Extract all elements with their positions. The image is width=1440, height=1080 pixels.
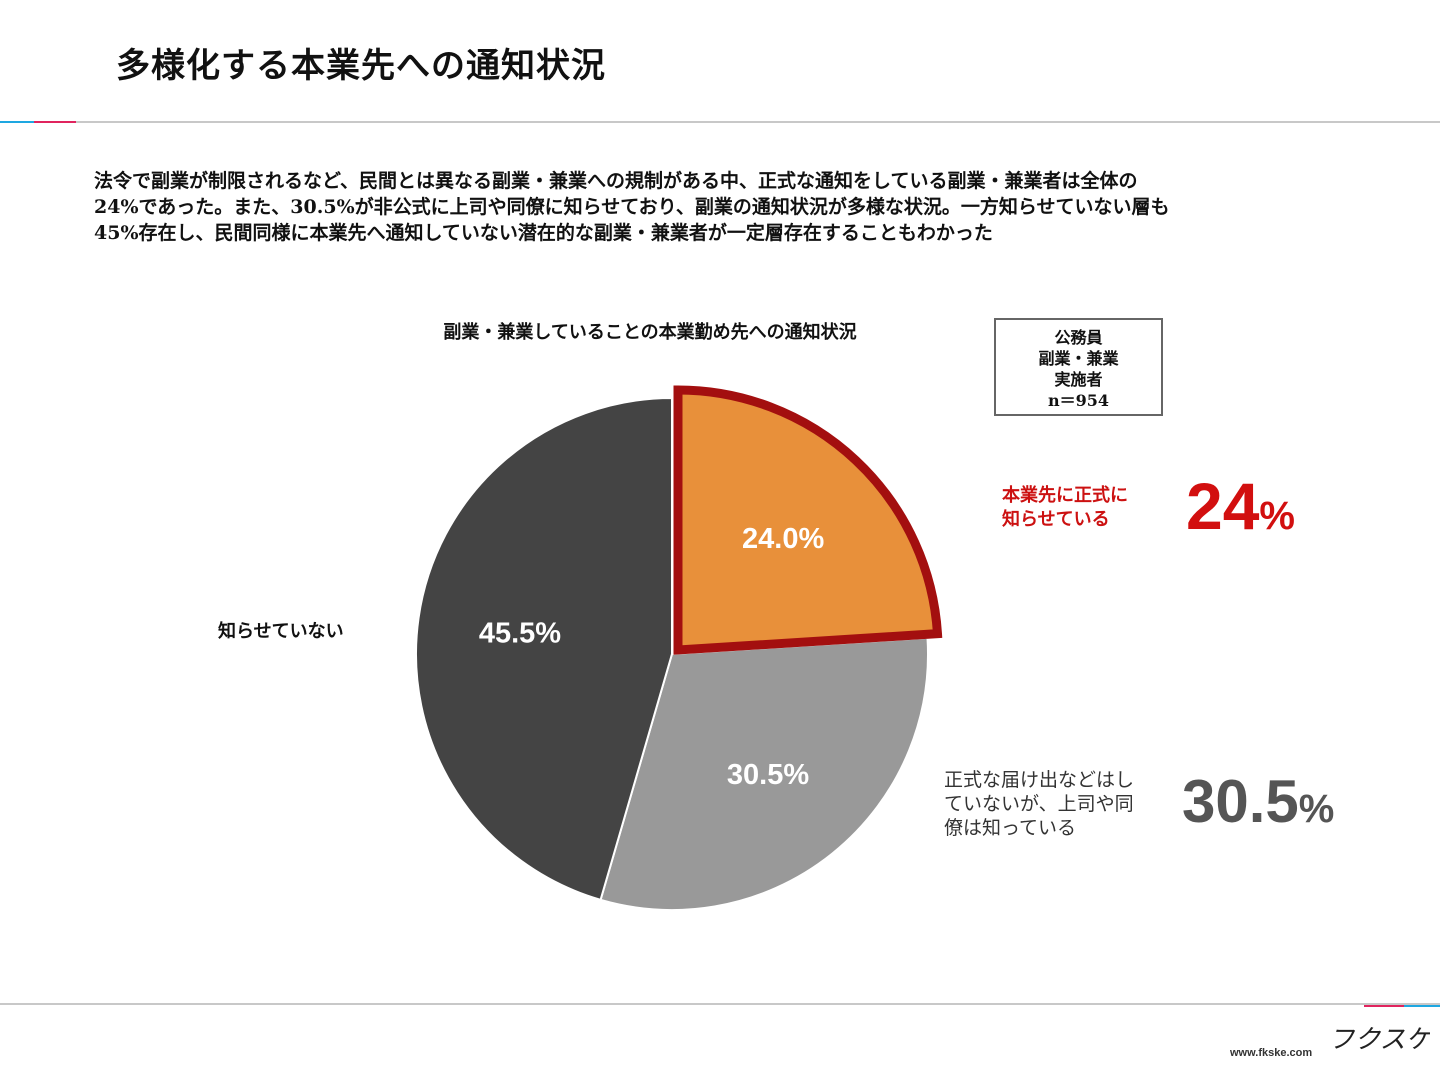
label-informal-line-3: 僚は知っている (944, 817, 1077, 839)
summary-line-3: 45%存在し、民間同様に本業先へ通知していない潜在的な副業・兼業者が一定層存在す… (94, 222, 993, 244)
label-not-notified-line-1: 知らせていない (218, 621, 344, 642)
summary-line-2: 24%であった。また、30.5%が非公式に上司や同僚に知らせており、副業の通知状… (94, 196, 1170, 218)
formal-percentage-value: 24 (1186, 469, 1260, 543)
summary-text: 法令で副業が制限されるなど、民間とは異なる副業・兼業への規制がある中、正式な通知… (94, 168, 1354, 246)
formal-percentage-unit: % (1259, 494, 1295, 538)
label-not-notified: 知らせていない (218, 620, 344, 644)
pie-slice-1 (673, 385, 943, 655)
pie-slice-3 (415, 396, 673, 902)
header-accent-pink (34, 121, 76, 123)
footer-divider (0, 1003, 1440, 1005)
label-informal-line-1: 正式な届け出などはし (944, 769, 1135, 791)
informal-percentage: 30.5% (1182, 762, 1334, 849)
formal-percentage: 24% (1186, 466, 1295, 556)
sample-line-3: 実施者 (1054, 370, 1103, 389)
sample-line-1: 公務員 (1054, 328, 1103, 347)
pie-slice-label-3: 45.5% (479, 617, 561, 649)
sample-line-2: 副業・兼業 (1038, 349, 1119, 368)
pie-slice-2 (599, 636, 929, 911)
sample-info-box: 公務員 副業・兼業 実施者 n＝954 (994, 318, 1163, 416)
footer-url[interactable]: www.fkske.com (1230, 1047, 1313, 1059)
label-formal-line-1: 本業先に正式に (1002, 485, 1128, 506)
informal-percentage-value: 30.5 (1182, 768, 1299, 835)
header-accent-blue (0, 121, 34, 123)
summary-line-1: 法令で副業が制限されるなど、民間とは異なる副業・兼業への規制がある中、正式な通知… (94, 170, 1138, 192)
chart-title: 副業・兼業していることの本業勤め先への通知状況 (443, 322, 857, 343)
informal-percentage-unit: % (1298, 787, 1335, 831)
label-formal-notified: 本業先に正式に 知らせている (1002, 484, 1128, 532)
pie-slice-label-1: 24.0% (742, 523, 824, 555)
footer-accent-blue (1404, 1005, 1440, 1007)
pie-slice-label-2: 30.5% (727, 759, 809, 791)
logo-text: フクスケ (1330, 1025, 1430, 1055)
header-divider (0, 121, 1440, 123)
label-informal-line-2: ていないが、上司や同 (944, 793, 1134, 815)
fukusuke-logo: フクスケ (1330, 1025, 1430, 1055)
label-formal-line-2: 知らせている (1002, 509, 1110, 530)
footer-accent-pink (1364, 1005, 1404, 1007)
label-informal-notified: 正式な届け出などはし ていないが、上司や同 僚は知っている (944, 768, 1134, 840)
page-title: 多様化する本業先への通知状況 (116, 46, 606, 86)
sample-line-4: n＝954 (1047, 391, 1110, 410)
